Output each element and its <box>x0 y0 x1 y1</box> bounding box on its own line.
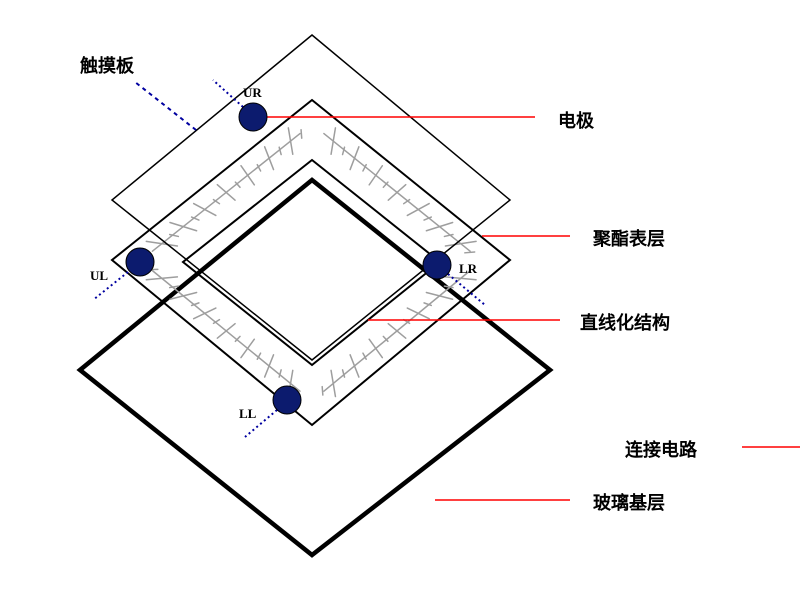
electrode-UR <box>239 103 267 131</box>
electrode-UL <box>126 248 154 276</box>
electrode-LR <box>423 251 451 279</box>
leader-touchpad <box>135 82 196 130</box>
electrode-LL <box>273 386 301 414</box>
electrode-tag-UL: UL <box>90 268 108 283</box>
touch-panel-layer <box>112 35 510 360</box>
label-circuit: 连接电路 <box>625 436 697 462</box>
label-glass: 玻璃基层 <box>593 489 665 515</box>
label-linearized: 直线化结构 <box>580 309 670 335</box>
electrode-tag-UR: UR <box>243 85 262 100</box>
electrode-tag-LL: LL <box>239 406 257 421</box>
electrode-tag-LR: LR <box>459 261 478 276</box>
label-touchpad: 触摸板 <box>80 52 134 78</box>
label-electrode: 电极 <box>558 107 594 133</box>
electrodes: UR LR LL UL <box>90 85 478 421</box>
label-polyester: 聚酯表层 <box>593 225 665 251</box>
